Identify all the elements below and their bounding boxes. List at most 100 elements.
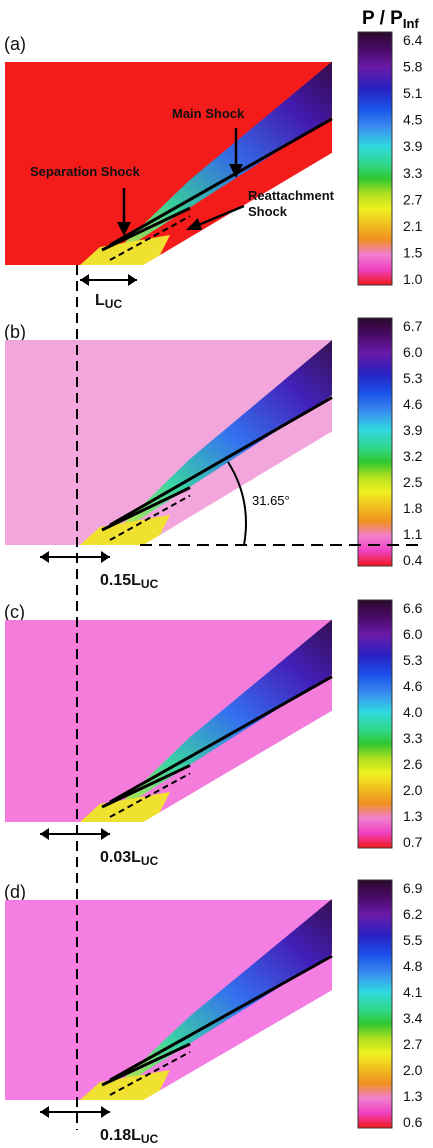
reattachment-shock-dashed [109, 772, 191, 818]
colorbar-tick-label: 3.3 [403, 730, 423, 746]
colorbar-title: P / PInf [362, 8, 419, 31]
panel-c: (c) 6.6 6.0 5.3 4.6 4.0 3.3 2.6 2.0 1.3 0.7 0.03LUC [4, 599, 423, 868]
colorbar-tick-label: 6.9 [403, 880, 423, 896]
colorbar-tick-label: 5.1 [403, 85, 423, 101]
dimension-label: 0.03LUC [100, 849, 159, 868]
colorbar-tick-label: 4.0 [403, 704, 423, 720]
colorbar-tick-label: 4.6 [403, 678, 423, 694]
separation-shock-line [101, 764, 191, 809]
dimension-label: LUC [95, 292, 122, 311]
colorbar-tick-label: 5.8 [403, 59, 423, 75]
colorbar-tick-label: 6.7 [403, 318, 423, 334]
colorbar-tick-label: 2.5 [403, 474, 423, 490]
colorbar-tick-label: 3.9 [403, 138, 423, 154]
colorbar [357, 317, 393, 567]
colorbar-tick-label: 1.0 [403, 271, 423, 287]
separation-shock-line [101, 206, 191, 252]
main-shock-line [109, 396, 333, 527]
colorbar-tick-label: 6.4 [403, 32, 423, 48]
colorbar-tick-label: 1.5 [403, 244, 423, 260]
separation-region [80, 1070, 170, 1100]
colorbar-tick-label: 4.6 [403, 396, 423, 412]
wedge-surface [140, 989, 334, 1102]
separation-shock-arrowhead [117, 222, 131, 236]
reattachment-shock-label-line1: Reattachment [248, 188, 335, 203]
angle-label: 31.65° [252, 493, 290, 508]
wedge-surface [140, 709, 334, 824]
reattachment-shock-dashed [109, 494, 191, 541]
dimension-arrow-right [101, 1106, 110, 1118]
colorbar [357, 31, 393, 286]
dimension-label: 0.18LUC [100, 1127, 159, 1143]
colorbar-tick-label: 3.4 [403, 1010, 423, 1026]
main-shock-line [109, 117, 333, 247]
panel-b: (b) 6.7 6.0 5.3 4.6 3.9 3.2 2.5 1.8 1.1 0.4 0.15LUC… [4, 317, 425, 591]
reattachment-shock-label-line2: Shock [248, 204, 288, 219]
colorbar-tick-label: 0.4 [403, 552, 423, 568]
dimension-arrow-right [101, 828, 110, 840]
colorbar-tick-label: 1.1 [403, 526, 423, 542]
reattachment-shock-dashed [109, 1051, 191, 1096]
dimension-arrow-left [80, 274, 89, 286]
separation-shock-label: Separation Shock [30, 164, 141, 179]
colorbar-tick-label: 3.9 [403, 422, 423, 438]
colorbar-tick-label: 4.5 [403, 112, 423, 128]
panels-group: (a) 6.4 5.8 5.1 4.5 3.9 3.3 2.7 2.1 1.5 1.0 LUC Main… [4, 31, 425, 1146]
dimension-arrow-right [128, 274, 137, 286]
dimension-arrow-left [40, 551, 49, 563]
colorbar-tick-label: 5.3 [403, 652, 423, 668]
colorbar-tick-label: 2.7 [403, 1036, 423, 1052]
main-shock-label: Main Shock [172, 106, 245, 121]
colorbar [357, 879, 393, 1129]
colorbar-tick-label: 1.8 [403, 500, 423, 516]
pressure-fan-region [100, 899, 332, 1100]
separation-region [80, 515, 170, 545]
dimension-arrow-right [101, 551, 110, 563]
pressure-fan-region [100, 619, 332, 822]
separation-shock-line [101, 1042, 191, 1087]
colorbar-tick-label: 3.3 [403, 165, 423, 181]
colorbar-tick-label: 5.5 [403, 932, 423, 948]
colorbar-tick-label: 0.6 [403, 1114, 423, 1130]
colorbar-tick-label: 4.8 [403, 958, 423, 974]
separation-shock-line [101, 486, 191, 532]
panel-d: (d) 6.9 6.2 5.5 4.8 4.1 3.4 2.7 2.0 1.3 0.6 0.18LUC [4, 879, 423, 1146]
colorbar-tick-label: 6.0 [403, 344, 423, 360]
pressure-fan-region [100, 61, 332, 265]
dimension-arrow-left [40, 1106, 49, 1118]
panel-label: (b) [4, 322, 26, 342]
colorbar-tick-label: 2.1 [403, 218, 423, 234]
colorbar [357, 599, 393, 849]
panel-a: (a) 6.4 5.8 5.1 4.5 3.9 3.3 2.7 2.1 1.5 1.0 LUC Main… [4, 31, 423, 311]
reattachment-shock-dashed [109, 215, 191, 261]
colorbar-tick-label: 6.0 [403, 626, 423, 642]
colorbar-tick-label: 2.6 [403, 756, 423, 772]
separation-region [80, 235, 170, 265]
separation-region [80, 792, 170, 822]
colorbar-tick-label: 4.1 [403, 984, 423, 1000]
main-shock-arrowhead [229, 164, 243, 178]
angle-arc [227, 461, 247, 546]
dimension-label: 0.15LUC [100, 572, 159, 591]
dimension-arrow-left [40, 828, 49, 840]
pressure-fan-region [100, 340, 332, 545]
panel-label: (c) [4, 602, 25, 622]
colorbar-tick-label: 3.2 [403, 448, 423, 464]
colorbar-tick-label: 1.3 [403, 808, 423, 824]
colorbar-tick-label: 1.3 [403, 1088, 423, 1104]
colorbar-tick-label: 6.6 [403, 600, 423, 616]
colorbar-tick-label: 0.7 [403, 834, 423, 850]
main-shock-line [109, 675, 333, 804]
reattachment-shock-arrowhead [186, 218, 202, 230]
colorbar-tick-label: 2.0 [403, 782, 423, 798]
colorbar-tick-label: 6.2 [403, 906, 423, 922]
wedge-surface [140, 430, 334, 547]
panel-label: (a) [4, 34, 26, 54]
colorbar-tick-label: 5.3 [403, 370, 423, 386]
colorbar-tick-label: 2.7 [403, 191, 423, 207]
colorbar-tick-label: 2.0 [403, 1062, 423, 1078]
main-shock-line [109, 954, 333, 1082]
reattachment-shock-arrow [195, 204, 245, 228]
panel-label: (d) [4, 882, 26, 902]
